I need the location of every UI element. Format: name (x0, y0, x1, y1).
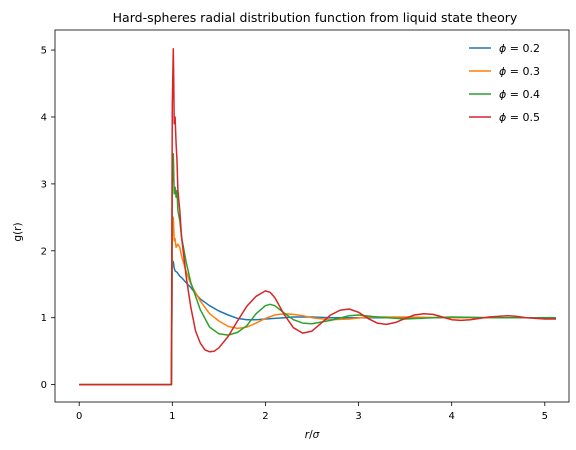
x-axis: 0 1 2 3 4 5 (76, 402, 548, 422)
x-tick-label: 1 (169, 411, 175, 422)
legend-label-3: ϕ = 0.4 (499, 88, 540, 101)
chart-title: Hard-spheres radial distribution functio… (113, 10, 518, 25)
x-tick-label: 5 (542, 411, 548, 422)
y-tick-label: 4 (41, 112, 47, 123)
y-tick-label: 5 (41, 46, 47, 57)
series-line-3 (79, 153, 556, 386)
y-tick-label: 1 (41, 313, 47, 324)
legend-label-1: ϕ = 0.2 (499, 42, 540, 55)
legend-label-4: ϕ = 0.5 (499, 111, 540, 124)
x-tick-label: 2 (262, 411, 268, 422)
axes-frame (54, 29, 570, 403)
y-axis-label: g(r) (12, 222, 24, 241)
y-tick-label: 0 (41, 380, 47, 391)
y-tick-label: 2 (41, 246, 47, 257)
x-tick-label: 4 (448, 411, 454, 422)
legend-label-2: ϕ = 0.3 (499, 65, 540, 78)
series-line-1 (79, 260, 556, 386)
x-axis-label: r/σ (305, 429, 320, 441)
x-tick-label: 0 (76, 411, 82, 422)
series-line-4 (79, 47, 556, 386)
y-tick-label: 3 (41, 179, 47, 190)
y-axis: 0 1 2 3 4 5 (41, 46, 55, 391)
legend: ϕ = 0.2 ϕ = 0.3 ϕ = 0.4 ϕ = 0.5 (469, 42, 540, 124)
plot-area (79, 47, 556, 386)
x-tick-label: 3 (355, 411, 361, 422)
